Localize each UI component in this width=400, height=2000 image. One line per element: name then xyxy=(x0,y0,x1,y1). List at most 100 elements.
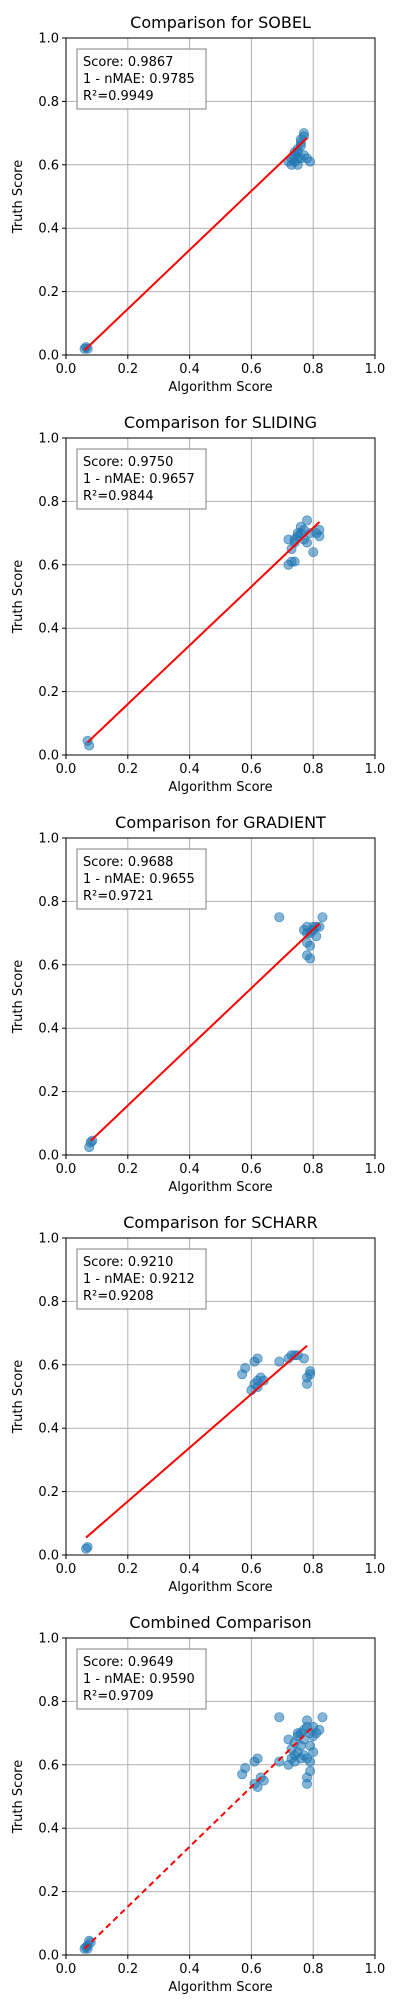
y-tick-label: 0.0 xyxy=(38,749,59,764)
chart-panel: Comparison for SOBEL 0.0 0.2 0.4 0.6 0.8 1.0 0.… xyxy=(0,0,400,400)
stats-text: R²=0.9709 xyxy=(83,1689,154,1704)
x-tick-label: 0.8 xyxy=(303,762,324,777)
y-tick-label: 0.6 xyxy=(38,558,59,573)
chart-panel: Comparison for GRADIENT 0.0 0.2 0.4 0.6 0.8 1.… xyxy=(0,800,400,1200)
chart-svg: Combined Comparison 0.0 0.2 0.4 0.6 0.8 1.0 0.0… xyxy=(11,1613,385,1995)
x-tick-label: 0.0 xyxy=(56,1162,77,1177)
data-point xyxy=(305,953,316,964)
x-tick-label: 0.6 xyxy=(241,362,262,377)
stats-text: 1 - nMAE: 0.9655 xyxy=(83,872,195,887)
data-point xyxy=(302,1715,313,1726)
data-point xyxy=(252,1353,263,1364)
y-tick-label: 1.0 xyxy=(38,432,59,447)
data-point xyxy=(317,912,328,923)
data-point xyxy=(252,1781,263,1792)
stats-text: R²=0.9949 xyxy=(83,89,154,104)
stats-box: Score: 0.9210 1 - nMAE: 0.9212 R²=0.9208 xyxy=(76,1248,207,1310)
stats-text: Score: 0.9649 xyxy=(83,1655,173,1670)
stats-box: Score: 0.9688 1 - nMAE: 0.9655 R²=0.9721 xyxy=(76,848,207,910)
y-axis-label: Truth Score xyxy=(11,960,26,1035)
data-point xyxy=(240,1762,251,1773)
data-point xyxy=(302,537,313,548)
y-tick-label: 0.2 xyxy=(38,285,59,300)
stats-box-frame xyxy=(76,1648,207,1710)
plot-frame xyxy=(65,1237,376,1556)
y-tick-label: 0.8 xyxy=(38,495,59,510)
x-tick-label: 0.4 xyxy=(179,1962,200,1977)
y-tick-label: 0.0 xyxy=(38,1149,59,1164)
data-point xyxy=(289,556,300,567)
data-point xyxy=(82,1943,93,1954)
x-tick-label: 1.0 xyxy=(365,1162,386,1177)
x-tick-label: 1.0 xyxy=(365,1562,386,1577)
chart-title: Combined Comparison xyxy=(129,1613,311,1632)
y-axis-label: Truth Score xyxy=(11,1760,26,1835)
x-tick-label: 0.2 xyxy=(117,1162,138,1177)
fit-line xyxy=(86,521,321,744)
x-tick-label: 0.8 xyxy=(303,1962,324,1977)
data-point xyxy=(295,521,306,532)
data-point xyxy=(298,1750,309,1761)
stats-text: Score: 0.9688 xyxy=(83,855,173,870)
data-point xyxy=(305,1740,316,1751)
y-tick-label: 0.0 xyxy=(38,349,59,364)
y-tick-label: 0.4 xyxy=(38,222,59,237)
plot-frame xyxy=(65,1637,376,1956)
data-point xyxy=(308,1731,319,1742)
x-axis-label: Algorithm Score xyxy=(168,1980,272,1995)
x-tick-label: 0.6 xyxy=(241,1562,262,1577)
chart-panel: Combined Comparison 0.0 0.2 0.4 0.6 0.8 1.0 0.0… xyxy=(0,1600,400,2000)
data-point xyxy=(283,534,294,545)
fit-line xyxy=(85,1345,308,1539)
data-point xyxy=(308,547,319,558)
stats-box: Score: 0.9750 1 - nMAE: 0.9657 R²=0.9844 xyxy=(76,448,207,510)
x-tick-label: 1.0 xyxy=(365,762,386,777)
chart-title: Comparison for SOBEL xyxy=(130,13,311,32)
fit-line xyxy=(83,137,308,351)
data-point xyxy=(84,740,95,751)
y-axis-label: Truth Score xyxy=(11,560,26,635)
y-axis-label: Truth Score xyxy=(11,160,26,235)
x-axis-label: Algorithm Score xyxy=(168,1180,272,1195)
x-tick-label: 0.2 xyxy=(117,1962,138,1977)
y-tick-label: 0.8 xyxy=(38,95,59,110)
stats-text: 1 - nMAE: 0.9785 xyxy=(83,72,195,87)
chart-panel: Comparison for SLIDING 0.0 0.2 0.4 0.6 0.8 1.0… xyxy=(0,400,400,800)
y-tick-label: 0.2 xyxy=(38,685,59,700)
data-point xyxy=(305,1766,316,1777)
x-tick-label: 0.2 xyxy=(117,762,138,777)
x-tick-label: 0.0 xyxy=(56,1562,77,1577)
x-tick-label: 0.8 xyxy=(303,1562,324,1577)
data-point xyxy=(298,128,309,139)
data-point xyxy=(252,1753,263,1764)
data-point xyxy=(274,1712,285,1723)
stats-box-frame xyxy=(76,448,207,510)
y-tick-label: 0.4 xyxy=(38,1422,59,1437)
data-point xyxy=(302,515,313,526)
x-tick-label: 0.4 xyxy=(179,362,200,377)
y-tick-label: 1.0 xyxy=(38,832,59,847)
y-tick-label: 0.4 xyxy=(38,622,59,637)
y-tick-label: 0.0 xyxy=(38,1549,59,1564)
chart-title: Comparison for SCHARR xyxy=(123,1213,318,1232)
x-axis-label: Algorithm Score xyxy=(168,380,272,395)
x-tick-label: 0.6 xyxy=(241,762,262,777)
y-tick-label: 1.0 xyxy=(38,1632,59,1647)
y-tick-label: 0.2 xyxy=(38,1485,59,1500)
x-tick-label: 0.6 xyxy=(241,1962,262,1977)
y-tick-label: 0.2 xyxy=(38,1085,59,1100)
x-tick-label: 1.0 xyxy=(365,362,386,377)
y-tick-label: 0.6 xyxy=(38,1358,59,1373)
x-tick-label: 0.4 xyxy=(179,1562,200,1577)
data-point xyxy=(298,1353,309,1364)
stats-text: Score: 0.9210 xyxy=(83,1255,173,1270)
x-tick-label: 0.6 xyxy=(241,1162,262,1177)
x-tick-label: 0.8 xyxy=(303,1162,324,1177)
data-point xyxy=(292,159,303,170)
chart-svg: Comparison for GRADIENT 0.0 0.2 0.4 0.6 0.8 1.… xyxy=(11,813,386,1195)
data-point xyxy=(84,1142,95,1153)
data-point xyxy=(274,912,285,923)
y-tick-label: 0.6 xyxy=(38,158,59,173)
data-point xyxy=(311,931,322,942)
y-tick-label: 0.8 xyxy=(38,895,59,910)
